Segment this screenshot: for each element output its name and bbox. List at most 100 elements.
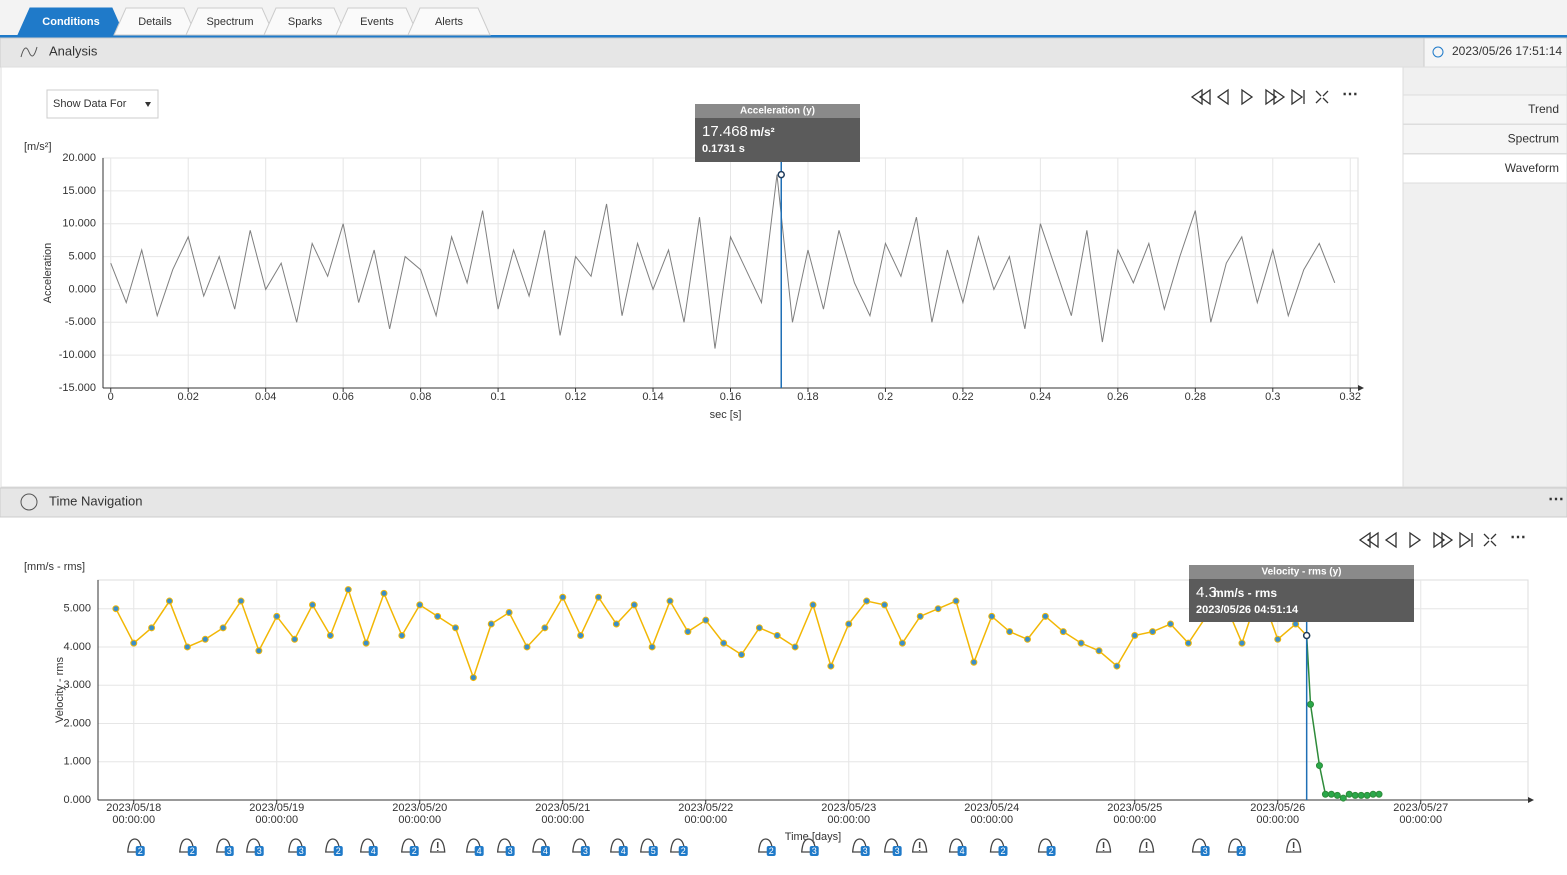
event-badge	[809, 846, 819, 856]
point	[863, 597, 871, 605]
point	[362, 639, 370, 647]
event-badge	[409, 846, 419, 856]
tab-label: Conditions	[42, 16, 99, 28]
point	[720, 639, 728, 647]
point	[434, 612, 442, 620]
side-tab[interactable]	[1402, 124, 1567, 154]
tab[interactable]	[407, 7, 491, 36]
y-tick-label: 10.000	[62, 218, 96, 230]
point	[487, 620, 495, 628]
point	[1113, 662, 1121, 670]
point	[559, 593, 567, 601]
event-badge	[998, 846, 1008, 856]
tab[interactable]	[263, 7, 347, 36]
event-badge	[333, 846, 343, 856]
y-tick-label: 2.000	[63, 717, 91, 729]
event-badge	[254, 846, 264, 856]
x-tick-label: 0.02	[178, 391, 199, 403]
point	[1345, 790, 1353, 798]
point	[1307, 700, 1315, 708]
tab[interactable]	[113, 7, 197, 36]
x-tick-label: 0.24	[1030, 391, 1051, 403]
tooltip-x: 2023/05/26 04:51:14	[1196, 604, 1299, 616]
side-tab-label: Spectrum	[1508, 132, 1559, 146]
y-tick-label: 3.000	[63, 679, 91, 691]
nav-button[interactable]	[1291, 88, 1305, 106]
event-count: 3	[1203, 846, 1208, 856]
analysis-title: Analysis	[49, 43, 98, 58]
point	[1184, 639, 1192, 647]
point	[630, 601, 638, 609]
series-line	[115, 587, 1308, 680]
cursor-point	[1302, 631, 1311, 640]
event-badge	[860, 846, 870, 856]
tooltip-value: 4.3	[1196, 584, 1217, 601]
y-unit: [mm/s - rms]	[24, 561, 85, 573]
event-count: 3	[895, 846, 900, 856]
point	[988, 612, 996, 620]
x-tick-label: 0	[108, 391, 114, 403]
x-tick-label: 2023/05/26 00:00:00	[1250, 802, 1306, 826]
nav-button[interactable]	[1190, 88, 1211, 106]
point	[952, 597, 960, 605]
nav-button[interactable]	[1358, 531, 1379, 549]
tab[interactable]	[335, 7, 419, 36]
point	[845, 620, 853, 628]
x-tick-label: 0.1	[490, 391, 505, 403]
event-count: 3	[583, 846, 588, 856]
event-count: 3	[863, 846, 868, 856]
x-tick-label: 0.28	[1185, 391, 1206, 403]
point	[1149, 628, 1157, 636]
point	[273, 612, 281, 620]
nav-button[interactable]	[1216, 88, 1229, 106]
event-count: 2	[138, 846, 143, 856]
point	[1369, 790, 1377, 798]
point	[1375, 790, 1383, 798]
event-badge	[505, 846, 515, 856]
tooltip-unit: mm/s - rms	[1213, 586, 1277, 600]
event-count: 2	[1239, 846, 1244, 856]
point	[1327, 790, 1335, 798]
point	[523, 643, 531, 651]
tooltip-title: Acceleration (y)	[740, 106, 815, 117]
nav-button[interactable]	[1265, 88, 1286, 106]
menu-dots[interactable]: ⋯	[1548, 491, 1564, 508]
dropdown[interactable]	[46, 89, 159, 119]
more-button[interactable]: ⋯	[1342, 86, 1358, 103]
nav-button[interactable]	[1459, 531, 1473, 549]
side-tab-label: Waveform	[1505, 161, 1559, 175]
x-tick-label: 2023/05/24 00:00:00	[964, 802, 1020, 826]
point	[1041, 612, 1049, 620]
event-count: 4	[543, 846, 548, 856]
more-button[interactable]: ⋯	[1510, 529, 1526, 546]
nav-button[interactable]	[1241, 88, 1254, 106]
tab-label: Alerts	[435, 16, 464, 28]
event-badge	[1046, 846, 1056, 856]
point	[380, 589, 388, 597]
y-axis-title: Velocity - rms	[54, 656, 66, 723]
x-axis-title: Time [days]	[785, 831, 841, 843]
point	[1131, 631, 1139, 639]
tab-underline	[0, 35, 1567, 38]
event-badge	[648, 846, 658, 856]
point	[1059, 628, 1067, 636]
x-tick-label: 0.2	[878, 391, 893, 403]
nav-button[interactable]	[1384, 531, 1397, 549]
nav-button[interactable]	[1409, 531, 1422, 549]
tab[interactable]	[185, 7, 275, 36]
point	[1274, 635, 1282, 643]
point	[201, 635, 209, 643]
tab[interactable]	[17, 7, 125, 36]
nav-button[interactable]	[1433, 531, 1454, 549]
analysis-icon	[20, 46, 38, 58]
nav-button[interactable]	[1483, 533, 1497, 547]
point	[666, 597, 674, 605]
point	[291, 635, 299, 643]
x-tick-label: 0.26	[1107, 391, 1128, 403]
tab-label: Spectrum	[206, 16, 253, 28]
nav-button[interactable]	[1315, 90, 1329, 104]
event-badge	[766, 846, 776, 856]
point	[112, 605, 120, 613]
side-tab[interactable]	[1402, 153, 1567, 184]
